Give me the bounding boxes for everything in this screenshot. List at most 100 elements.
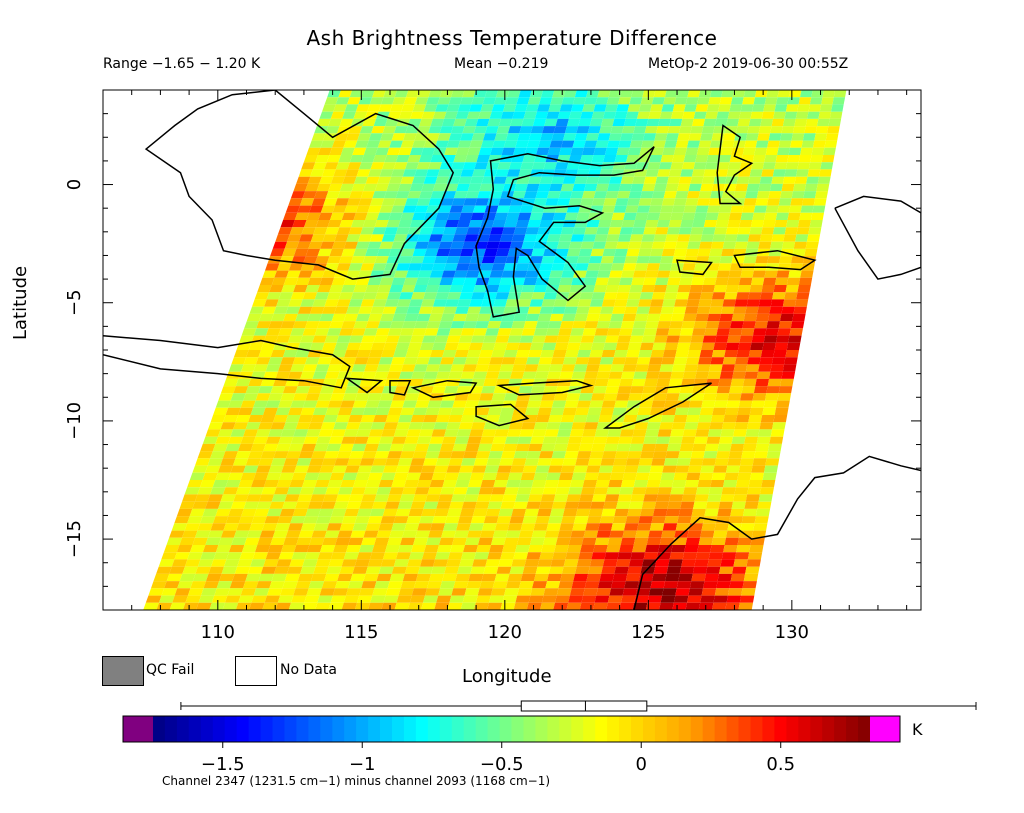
swath-cell [589,299,604,307]
swath-cell [333,104,348,112]
swath-cell [361,335,376,343]
swath-cell [754,321,768,329]
swath-cell [512,111,526,119]
swath-cell [447,212,462,220]
swath-cell [656,220,671,228]
swath-cell [259,277,275,285]
swath-cell [732,140,746,148]
swath-cell [505,133,520,141]
swath-cell [618,140,632,148]
swath-cell [706,155,720,163]
swath-cell [396,263,411,271]
swath-cell [777,205,791,213]
swath-cell [755,90,768,98]
swath-cell [571,371,586,379]
swath-cell [304,220,319,228]
swath-cell [384,191,398,199]
swath-cell [626,299,640,307]
swath-cell [595,140,609,148]
swath-cell [497,285,512,293]
swath-cell [428,234,443,242]
swath-cell [759,176,773,184]
swath-cell [646,313,661,322]
swath-cell [536,364,551,372]
swath-cell [689,342,703,350]
swath-cell [586,90,600,98]
swath-cell [270,248,285,257]
swath-cell [575,357,590,365]
swath-cell [465,191,480,199]
swath-cell [391,169,406,177]
swath-cell [505,299,520,307]
colorbar-segment [380,716,393,742]
swath-cell [717,321,732,329]
swath-cell [712,234,726,242]
swath-cell [454,227,469,235]
swath-cell [465,155,479,163]
swath-cell [425,364,441,372]
swath-cell [423,292,438,300]
swath-cell [819,104,833,112]
swath-cell [523,277,538,285]
swath-cell [377,140,392,148]
swath-cell [670,212,684,220]
swath-cell [622,263,637,271]
swath-cell [417,270,432,278]
swath-cell [510,118,524,127]
swath-cell [690,335,705,343]
swath-cell [593,285,608,293]
swath-cell [761,111,775,119]
swath-cell [767,198,781,206]
swath-cell [732,90,746,98]
swath-cell [645,371,660,379]
swath-cell [620,321,635,329]
swath-cell [401,104,415,112]
colorbar-segment [212,716,226,742]
colorbar-segment [164,716,178,742]
swath-cell [803,191,817,199]
swath-cell [481,299,496,307]
swath-cell [403,241,418,249]
swath-cell [382,162,396,170]
swath-cell [556,241,571,249]
swath-cell [354,176,368,184]
swath-cell [624,256,639,264]
swath-cell [748,118,762,127]
swath-cell [788,147,802,155]
swath-cell [626,155,640,163]
swath-cell [513,147,527,155]
swath-cell [547,234,561,242]
swath-cell [558,328,573,336]
swath-cell [394,306,409,314]
colorbar-segment [463,716,477,742]
swath-cell [578,342,593,350]
swath-cell [365,212,380,220]
swath-cell [503,140,518,148]
swath-cell [396,299,412,307]
swath-cell [804,248,818,257]
swath-cell [725,342,740,350]
swath-cell [276,263,292,271]
swath-cell [767,256,781,264]
swath-cell [563,306,578,314]
swath-cell [773,285,787,293]
swath-cell [493,342,508,350]
swath-cell [713,176,727,184]
swath-cell [692,328,706,336]
swath-cell [314,191,329,199]
swath-cell [779,256,793,264]
swath-cell [310,234,326,242]
swath-cell [365,248,380,257]
colorbar-max-cap [870,716,900,742]
swath-cell [651,241,666,249]
swath-cell [317,248,332,257]
swath-cell [737,227,751,235]
swath-cell [832,97,846,105]
swath-cell [707,205,721,213]
swath-cell [690,126,704,134]
swath-cell [553,299,568,307]
swath-cell [653,90,667,98]
swath-cell [593,104,607,112]
swath-cell [617,234,632,242]
swath-cell [661,248,676,257]
